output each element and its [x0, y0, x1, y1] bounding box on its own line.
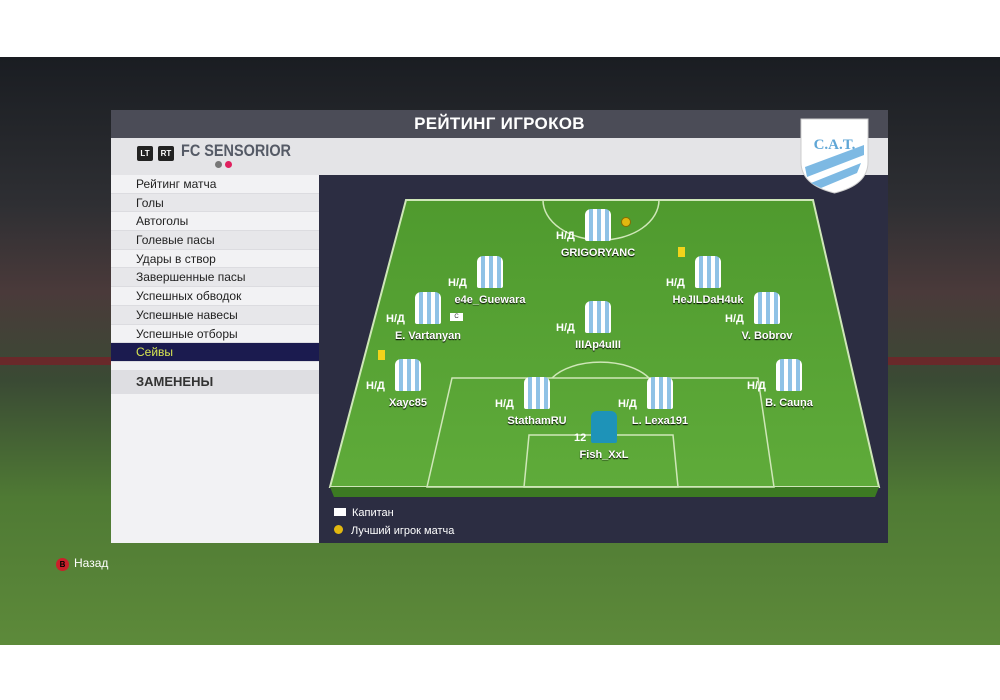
menu-item[interactable]: Рейтинг матча: [111, 175, 319, 194]
menu-item[interactable]: Успешные отборы: [111, 325, 319, 344]
lt-button[interactable]: LT: [137, 146, 153, 161]
yellow-card-icon: [378, 350, 385, 360]
player-rating: Н/Д: [556, 322, 575, 334]
player-rating: Н/Д: [618, 398, 637, 410]
legend-captain-label: Капитан: [352, 507, 394, 519]
shirt-icon: [647, 377, 673, 409]
team-header: LT RT FC SENSORIOR: [111, 138, 888, 175]
player-rating: Н/Д: [495, 398, 514, 410]
player-rating: Н/Д: [366, 380, 385, 392]
page-indicator-dot-active: [225, 161, 232, 168]
player-name: GRIGORYANC: [560, 247, 636, 259]
player-rating: Н/Д: [386, 313, 405, 325]
menu-item[interactable]: Голы: [111, 193, 319, 213]
menu-item[interactable]: Автоголы: [111, 212, 319, 232]
substituted-section[interactable]: ЗАМЕНЕНЫ: [111, 369, 319, 394]
player-name: E. Vartanyan: [394, 330, 462, 342]
team-name: FC SENSORIOR: [181, 141, 291, 160]
shirt-icon: [477, 256, 503, 288]
club-crest-logo: C.A.T.: [800, 118, 869, 194]
player-name: IIIAp4uIII: [575, 339, 621, 351]
stat-category-list: Рейтинг матча Голы Автоголы Голевые пасы…: [111, 175, 319, 543]
menu-item[interactable]: Успешные навесы: [111, 305, 319, 325]
pitch: [328, 199, 881, 497]
player-name: L. Lexa191: [631, 415, 689, 427]
legend-best-player: Лучший игрок матча: [334, 525, 454, 537]
menu-item[interactable]: Завершенные пасы: [111, 268, 319, 288]
menu-item[interactable]: Голевые пасы: [111, 231, 319, 250]
legend-captain: Капитан: [334, 507, 394, 519]
player-name: Xayc85: [389, 397, 427, 409]
captain-icon: C: [450, 313, 463, 321]
player-name: e4e_Guewara: [454, 294, 526, 306]
legend-best-label: Лучший игрок матча: [351, 525, 455, 537]
captain-icon: [334, 508, 346, 516]
ball-icon: [334, 525, 343, 534]
menu-item-selected[interactable]: Сейвы: [111, 343, 319, 362]
player-rating: Н/Д: [556, 230, 575, 242]
shirt-icon: [415, 292, 441, 324]
shirt-icon: [585, 209, 611, 241]
page-indicator-dot: [215, 161, 222, 168]
menu-item[interactable]: Успешных обводок: [111, 287, 319, 306]
shirt-icon: [395, 359, 421, 391]
player-name: B. Cauņa: [765, 397, 813, 409]
shirt-icon: [585, 301, 611, 333]
best-player-ball-icon: [621, 217, 631, 227]
back-label: Назад: [74, 556, 109, 570]
pitch-area: Н/Д GRIGORYANC Н/Д e4e_Guewara Н/Д HeJIL…: [319, 175, 888, 543]
page-title: РЕЙТИНГ ИГРОКОВ: [111, 110, 888, 138]
player-rating: Н/Д: [666, 277, 685, 289]
menu-item[interactable]: Удары в створ: [111, 250, 319, 269]
back-button[interactable]: B Назад: [56, 556, 108, 571]
player-name: Fish_XxL: [579, 449, 629, 461]
shirt-icon: [754, 292, 780, 324]
player-rating: Н/Д: [448, 277, 467, 289]
player-name: V. Bobrov: [741, 330, 793, 342]
goalkeeper-shirt-icon: [591, 411, 617, 443]
player-ratings-panel: РЕЙТИНГ ИГРОКОВ LT RT FC SENSORIOR Рейти…: [111, 110, 888, 543]
svg-text:C.A.T.: C.A.T.: [814, 137, 856, 153]
player-rating: Н/Д: [725, 313, 744, 325]
b-button-icon: B: [56, 558, 69, 571]
yellow-card-icon: [678, 247, 685, 257]
player-name: HeJILDaH4uk: [672, 294, 744, 306]
shirt-icon: [695, 256, 721, 288]
shirt-icon: [776, 359, 802, 391]
shirt-icon: [524, 377, 550, 409]
player-rating: Н/Д: [747, 380, 766, 392]
player-name: StathamRU: [507, 415, 567, 427]
player-rating: 12: [574, 432, 587, 444]
rt-button[interactable]: RT: [158, 146, 174, 161]
